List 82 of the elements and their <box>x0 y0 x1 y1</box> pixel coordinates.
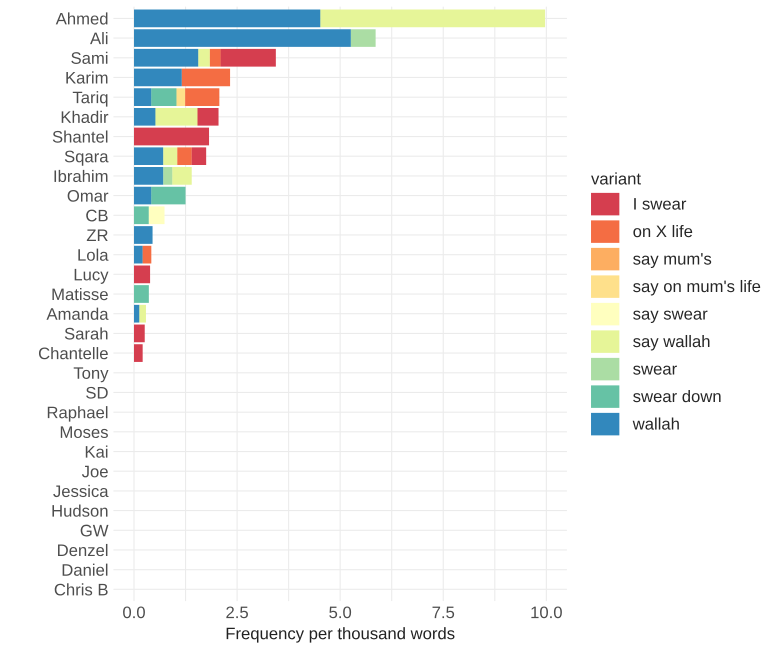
y-tick-label: Hudson <box>52 504 108 517</box>
bar <box>134 68 182 86</box>
y-tick-label: Daniel <box>62 564 108 576</box>
bar <box>134 304 140 323</box>
bar <box>220 48 276 67</box>
x-tick-label: 5.0 <box>329 606 352 618</box>
bar <box>134 88 152 106</box>
x-tick-label: 7.5 <box>432 606 454 618</box>
legend-title: variant <box>591 172 641 185</box>
bar <box>151 88 176 106</box>
y-tick-label: Moses <box>60 426 108 438</box>
bar <box>134 167 164 185</box>
y-tick-label: Jessica <box>53 484 109 498</box>
y-tick-label: GW <box>80 524 108 536</box>
y-tick-label: Shantel <box>52 130 108 143</box>
bar <box>134 186 152 204</box>
bar <box>148 206 165 224</box>
bar <box>134 226 153 244</box>
bar <box>198 108 219 126</box>
y-tick-label: Ali <box>90 32 108 44</box>
legend-label: swear down <box>633 390 721 402</box>
y-tick-label: Raphael <box>48 406 108 422</box>
bar <box>163 147 178 166</box>
bar <box>185 88 220 106</box>
legend-label: say wallah <box>633 334 710 351</box>
bar <box>134 10 320 28</box>
bar <box>134 265 150 284</box>
bar <box>176 88 186 106</box>
y-tick-label: Matisse <box>52 288 108 300</box>
bar <box>134 246 143 264</box>
legend-label: say mum's <box>633 253 712 268</box>
bar <box>134 285 149 303</box>
y-tick-label: ZR <box>86 230 108 241</box>
bar <box>163 167 172 185</box>
legend-label: say swear <box>633 310 708 324</box>
y-tick-label: SD <box>86 386 108 399</box>
y-tick-label: Amanda <box>46 308 109 320</box>
y-tick-label: Karim <box>66 71 108 84</box>
x-tick-label: 2.5 <box>226 606 248 618</box>
bar <box>134 48 198 67</box>
y-tick-label: Omar <box>68 190 108 202</box>
bar <box>134 206 149 224</box>
x-axis-title: Frequency per thousand words <box>226 627 454 643</box>
y-tick-label: Denzel <box>58 544 108 556</box>
bar <box>210 48 221 67</box>
y-tick-label: Chantelle <box>38 347 108 360</box>
y-tick-label: Sqara <box>64 150 109 166</box>
bar <box>182 68 230 86</box>
bar <box>155 108 198 126</box>
bar <box>134 108 156 126</box>
bar <box>134 147 164 166</box>
y-tick-label: Ibrahim <box>54 170 108 182</box>
y-tick-label: Tony <box>74 367 108 382</box>
bar <box>151 186 186 204</box>
y-tick-label: Sami <box>71 52 108 64</box>
y-tick-label: Ahmed <box>56 12 108 25</box>
bar <box>172 167 192 185</box>
bar <box>177 147 192 166</box>
bar <box>192 147 206 166</box>
legend-label: I swear <box>634 198 686 210</box>
y-tick-label: Lucy <box>74 268 108 284</box>
y-tick-label: Joe <box>82 466 108 478</box>
legend-label: say on mum's life <box>633 280 760 296</box>
y-tick-label: Kai <box>86 445 108 458</box>
legend-label: wallah <box>632 417 679 430</box>
y-tick-label: Tariq <box>72 91 108 107</box>
y-tick-label: Lola <box>78 248 109 261</box>
bar <box>350 29 376 47</box>
legend-label: swear <box>633 366 677 375</box>
x-tick-label: 0.0 <box>123 606 145 618</box>
x-tick-label: 10.0 <box>531 606 562 618</box>
bar <box>198 48 210 67</box>
bar <box>320 10 546 28</box>
bar <box>142 246 152 264</box>
y-tick-label: Khadir <box>62 110 108 124</box>
y-tick-label: CB <box>86 210 108 222</box>
y-tick-label: Sarah <box>64 327 108 340</box>
bar <box>134 128 210 146</box>
y-tick-label: Chris B <box>54 583 108 596</box>
legend-label: on X life <box>633 224 692 238</box>
bar <box>139 304 146 323</box>
bar <box>134 29 351 47</box>
